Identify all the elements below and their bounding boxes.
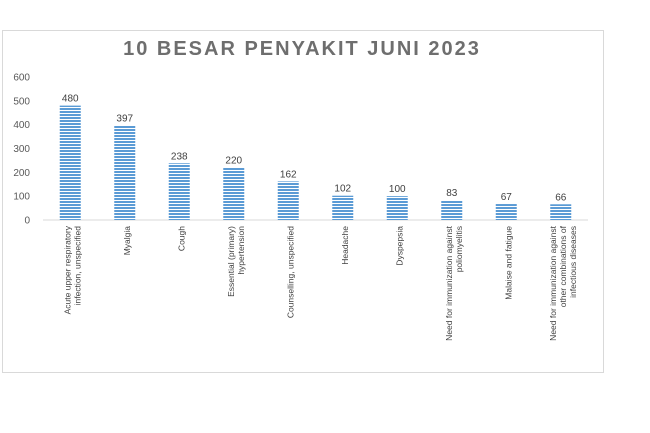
data-label: 397 [116, 113, 133, 124]
bar [550, 204, 572, 220]
category-label-line: Need for immunization against [548, 225, 558, 340]
data-label: 67 [501, 192, 513, 203]
bar [441, 200, 463, 220]
category-label: Acute upper respiratory infection, unspec… [62, 225, 82, 314]
category-label-line: other combinations of [558, 225, 568, 307]
category-label: Myalgia [122, 226, 132, 256]
bar [223, 167, 245, 220]
bar [386, 196, 408, 220]
category-label-line: Headache [340, 226, 350, 265]
category-labels: Acute upper respiratory infection, unspec… [62, 225, 578, 341]
category-label-line: Acute upper respiratory [62, 225, 72, 314]
category-label-line: Need for immunization against [444, 225, 454, 340]
bar [332, 195, 354, 220]
category-label-line: Cough [176, 226, 186, 251]
data-label: 66 [555, 192, 567, 203]
bar [168, 163, 190, 220]
data-label: 238 [171, 151, 188, 162]
y-tick-label: 500 [13, 96, 30, 107]
data-labels: 480 397 238 220 162 102 100 83 67 66 [62, 94, 567, 204]
category-label: Cough [176, 226, 186, 251]
category-label-line: poliomyelitis [454, 226, 464, 272]
y-tick-label: 0 [24, 216, 30, 227]
bar [59, 105, 81, 220]
y-tick-label: 300 [13, 144, 30, 155]
bars [59, 105, 572, 220]
category-label: Headache [340, 226, 350, 265]
y-tick-label: 600 [13, 73, 30, 84]
y-tick-label: 100 [13, 192, 30, 203]
category-label-line: infection, unspecified [72, 226, 82, 306]
category-label: Need for immunization against poliomyelit… [444, 225, 464, 340]
y-axis: 0 100 200 300 400 500 600 [13, 73, 588, 227]
data-label: 480 [62, 94, 79, 105]
data-label: 220 [225, 156, 242, 167]
bar [277, 181, 299, 220]
category-label: Essential (primary) hypertension [226, 226, 246, 297]
category-label-line: Counselling, unspecified [285, 226, 295, 318]
bar [114, 125, 136, 220]
category-label-line: Malaise and fatigue [503, 226, 513, 300]
category-label-line: Dyspepsia [394, 226, 404, 266]
category-label: Need for immunization against other combi… [548, 225, 578, 340]
y-tick-label: 400 [13, 120, 30, 131]
y-tick-label: 200 [13, 168, 30, 179]
bar [495, 204, 517, 220]
category-label-line: infectious diseases [568, 226, 578, 298]
category-label: Malaise and fatigue [503, 226, 513, 300]
chart-title: 10 BESAR PENYAKIT JUNI 2023 [123, 38, 481, 60]
category-label: Dyspepsia [394, 226, 404, 266]
category-label: Counselling, unspecified [285, 226, 295, 318]
data-label: 102 [334, 184, 351, 195]
category-label-line: hypertension [236, 226, 246, 275]
data-label: 162 [280, 169, 297, 180]
data-label: 100 [389, 184, 406, 195]
chart-frame [2, 30, 604, 373]
data-label: 83 [446, 188, 458, 199]
category-label-line: Myalgia [122, 226, 132, 256]
category-label-line: Essential (primary) [226, 226, 236, 297]
